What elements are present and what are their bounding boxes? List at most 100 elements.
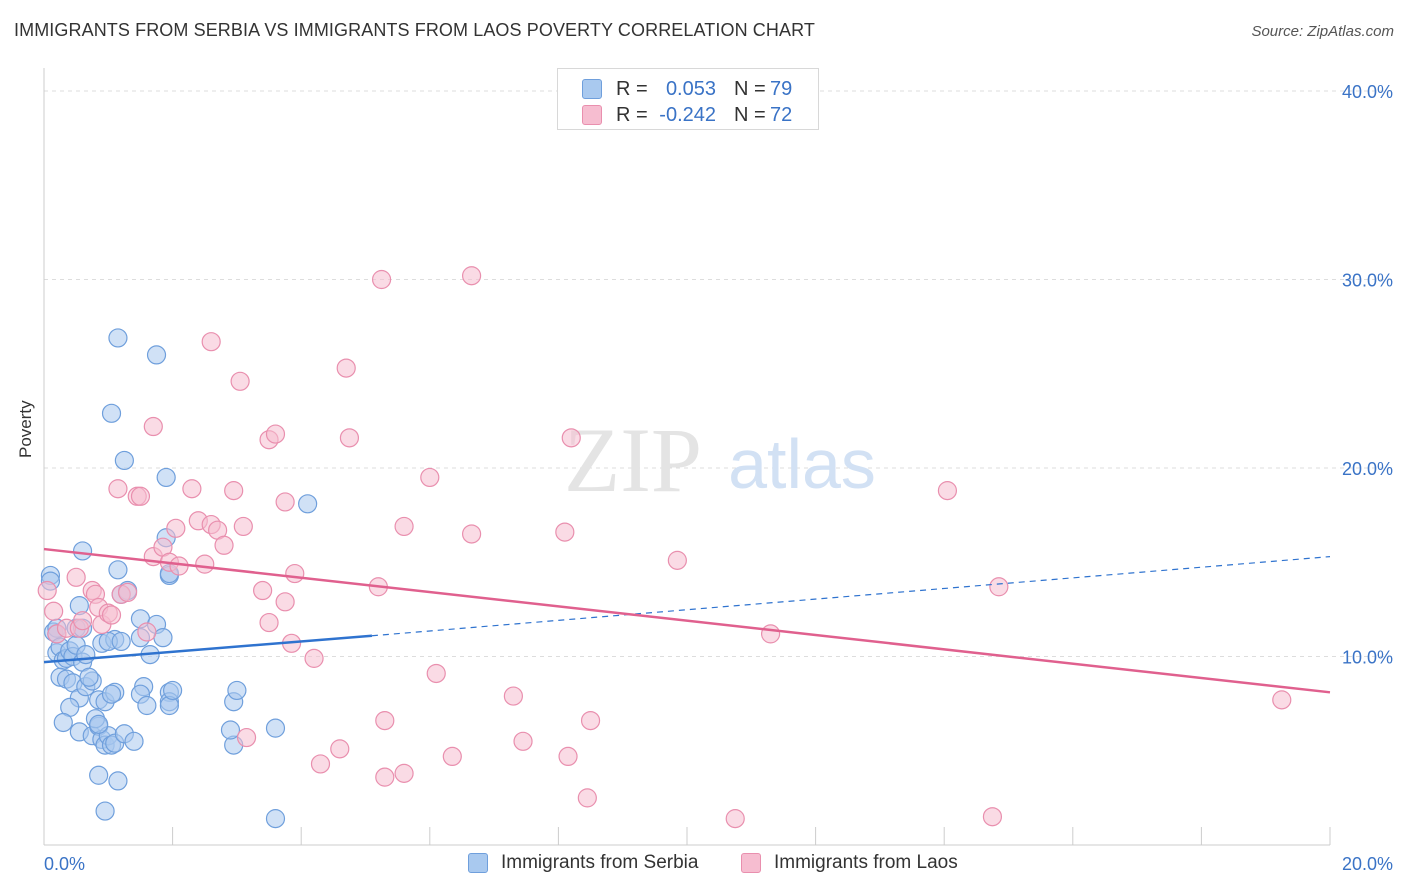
y-tick-label: 30.0% xyxy=(1342,271,1393,291)
laos-point xyxy=(339,428,360,448)
y-tick-label: 40.0% xyxy=(1342,82,1393,102)
laos-point xyxy=(265,424,286,444)
laos-point xyxy=(275,492,295,512)
gridlines xyxy=(44,90,1392,657)
serbia-point xyxy=(95,801,115,821)
laos-point xyxy=(371,269,392,290)
laos-point xyxy=(1272,690,1292,710)
laos-point xyxy=(375,710,395,731)
laos-point xyxy=(310,754,331,774)
series-serbia-points xyxy=(40,328,318,829)
serbia-point xyxy=(156,467,176,488)
r-label: R = xyxy=(616,104,648,126)
serbia-swatch xyxy=(582,79,602,99)
laos-point xyxy=(304,648,324,668)
serbia-point xyxy=(227,680,247,701)
laos-point xyxy=(336,358,356,378)
y-axis-label: Poverty xyxy=(16,400,35,458)
serbia-point xyxy=(108,328,128,348)
r-value: 0.053 xyxy=(665,78,716,100)
serbia-point xyxy=(108,560,128,580)
serbia-point xyxy=(124,731,144,751)
serbia-point xyxy=(108,771,128,791)
y-tick-label: 20.0% xyxy=(1342,459,1393,479)
serbia-point xyxy=(146,345,167,365)
serbia-point xyxy=(265,809,286,829)
laos-point xyxy=(394,516,414,537)
x-tick-label: 0.0% xyxy=(44,854,85,874)
serbia-point xyxy=(265,718,286,738)
laos-point xyxy=(37,580,57,601)
n-value: 72 xyxy=(770,104,793,126)
correlation-legend: R = 0.053 N = 79 R = -0.242 N = 72 xyxy=(557,68,819,130)
laos-point xyxy=(130,486,151,506)
laos-point xyxy=(461,266,482,286)
chart-title: IMMIGRANTS FROM SERBIA VS IMMIGRANTS FRO… xyxy=(14,20,815,40)
laos-point xyxy=(166,518,186,538)
laos-point xyxy=(989,577,1009,597)
laos-point xyxy=(760,624,781,644)
serbia-point xyxy=(153,628,173,648)
legend-row-serbia: R = 0.053 N = 79 xyxy=(558,76,818,102)
laos-point xyxy=(555,522,575,542)
serbia-trend-line xyxy=(43,634,373,664)
series-laos-points xyxy=(37,266,1292,829)
laos-point xyxy=(233,516,253,537)
serbia-point xyxy=(79,667,99,687)
serbia-point xyxy=(101,684,122,704)
legend-row-laos: R = -0.242 N = 72 xyxy=(558,102,818,128)
laos-point xyxy=(101,605,122,625)
laos-point xyxy=(513,731,533,751)
laos-point xyxy=(561,428,581,448)
laos-point xyxy=(137,622,157,642)
serbia-point xyxy=(53,712,73,733)
laos-point xyxy=(224,481,244,501)
laos-point xyxy=(195,554,215,574)
laos-point xyxy=(577,788,597,808)
x-tick-label: 20.0% xyxy=(1342,854,1393,874)
laos-point xyxy=(285,563,305,584)
watermark-zip: ZIP xyxy=(564,409,702,511)
laos-trend-line xyxy=(43,547,1331,694)
axes xyxy=(43,68,1331,846)
serbia-point xyxy=(89,714,109,734)
laos-point xyxy=(461,524,482,544)
serbia-point xyxy=(111,631,131,652)
laos-point xyxy=(182,479,202,499)
laos-swatch xyxy=(741,853,761,873)
laos-point xyxy=(214,535,234,555)
serbia-point xyxy=(101,403,122,423)
laos-point xyxy=(44,601,64,621)
laos-point xyxy=(108,479,128,499)
laos-point xyxy=(236,727,257,748)
laos-point xyxy=(330,739,350,759)
n-label: N = xyxy=(734,104,766,126)
watermark: ZIP atlas xyxy=(564,409,876,511)
serbia-point xyxy=(89,765,109,785)
laos-point xyxy=(394,763,414,783)
laos-point xyxy=(375,767,395,787)
watermark-atlas: atlas xyxy=(728,425,876,503)
laos-point xyxy=(259,612,279,633)
laos-point xyxy=(66,567,86,587)
laos-point xyxy=(725,809,745,829)
laos-point xyxy=(420,467,440,488)
y-tick-label: 10.0% xyxy=(1342,648,1393,668)
r-label: R = xyxy=(616,78,648,100)
laos-point xyxy=(503,686,523,706)
laos-point xyxy=(201,332,221,352)
serbia-swatch xyxy=(468,853,488,873)
serbia-point xyxy=(163,680,183,701)
laos-swatch xyxy=(582,105,602,125)
serbia-point xyxy=(298,494,318,514)
tick-labels: 10.0% 20.0% 30.0% 40.0% 0.0% 20.0% xyxy=(44,82,1393,874)
laos-point xyxy=(937,481,958,501)
laos-point xyxy=(72,611,93,631)
laos-point xyxy=(442,746,462,767)
laos-point xyxy=(253,580,273,601)
serbia-point xyxy=(114,450,134,471)
laos-point xyxy=(143,416,163,437)
laos-point xyxy=(426,663,446,684)
serbia-point xyxy=(220,720,241,740)
